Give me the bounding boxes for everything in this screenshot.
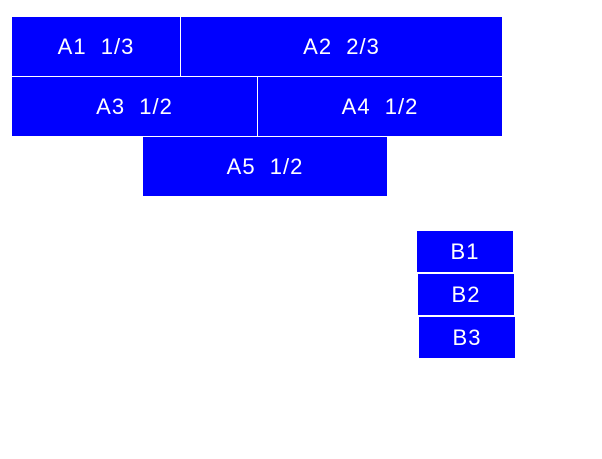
button-b1[interactable]: B1: [417, 231, 513, 272]
button-b3[interactable]: B3: [419, 317, 515, 358]
button-a4[interactable]: A4 1/2: [258, 77, 502, 136]
button-a1[interactable]: A1 1/3: [12, 17, 180, 76]
button-a3[interactable]: A3 1/2: [12, 77, 257, 136]
button-a2[interactable]: A2 2/3: [181, 17, 502, 76]
button-a5[interactable]: A5 1/2: [143, 137, 387, 196]
button-b2[interactable]: B2: [418, 274, 514, 315]
